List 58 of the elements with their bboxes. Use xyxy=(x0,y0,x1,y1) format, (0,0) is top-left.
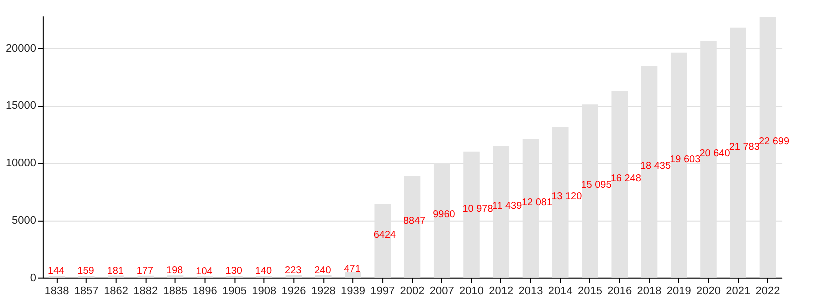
data-label: 9960 xyxy=(433,210,456,221)
bar xyxy=(345,272,362,278)
x-tick-label: 1885 xyxy=(163,285,188,298)
x-tick-label: 1926 xyxy=(282,285,306,298)
data-label: 21 783 xyxy=(729,142,760,153)
x-tick-label: 2002 xyxy=(400,285,425,298)
data-label: 13 120 xyxy=(552,192,583,203)
data-label: 11 439 xyxy=(492,201,523,212)
data-label: 223 xyxy=(285,266,302,277)
y-tick-label: 15000 xyxy=(6,100,36,112)
x-tick-label: 1838 xyxy=(44,285,70,298)
x-tick-label: 2021 xyxy=(726,285,751,298)
x-tick-label: 1939 xyxy=(341,285,366,298)
x-tick-label: 2013 xyxy=(518,285,544,298)
x-tick-label: 2016 xyxy=(608,285,632,298)
x-tick-label: 1997 xyxy=(370,285,396,298)
x-tick-label: 1928 xyxy=(311,285,336,298)
data-label: 471 xyxy=(344,264,362,276)
x-tick-label: 1882 xyxy=(134,285,158,298)
x-tick-label: 1862 xyxy=(104,285,128,298)
data-label: 240 xyxy=(314,265,332,276)
data-label: 12 081 xyxy=(522,198,553,209)
x-tick-label: 2018 xyxy=(637,285,662,298)
data-label: 144 xyxy=(48,266,66,278)
data-label: 140 xyxy=(255,266,272,278)
data-label: 177 xyxy=(136,266,154,277)
data-label: 130 xyxy=(226,266,243,278)
data-label: 6424 xyxy=(374,230,397,241)
data-label: 8847 xyxy=(404,216,426,228)
x-tick-label: 2007 xyxy=(430,285,454,298)
data-label: 159 xyxy=(78,266,95,277)
y-tick-label: 20000 xyxy=(6,42,36,55)
data-label: 16 248 xyxy=(610,174,642,185)
x-tick-label: 2020 xyxy=(696,285,721,298)
x-tick-label: 1905 xyxy=(222,285,247,298)
x-tick-label: 1896 xyxy=(192,285,218,298)
x-tick-label: 2015 xyxy=(578,285,602,298)
bar xyxy=(286,275,302,278)
data-label: 18 435 xyxy=(640,161,672,172)
data-label: 104 xyxy=(196,266,214,278)
x-tick-label: 2010 xyxy=(460,285,484,298)
data-label: 10 978 xyxy=(462,204,494,215)
x-tick-label: 2012 xyxy=(489,285,514,298)
data-label: 15 095 xyxy=(581,180,612,192)
data-label: 198 xyxy=(166,266,184,277)
x-tick-label: 1908 xyxy=(252,285,277,298)
data-label: 19 603 xyxy=(670,154,702,166)
bar xyxy=(315,275,332,278)
data-label: 181 xyxy=(107,266,124,277)
y-tick-label: 10000 xyxy=(6,158,36,170)
data-label: 20 640 xyxy=(700,148,731,160)
x-tick-label: 2019 xyxy=(666,285,692,298)
y-tick-label: 0 xyxy=(30,272,36,284)
y-tick-label: 5000 xyxy=(12,214,36,227)
data-label: 22 699 xyxy=(758,136,790,148)
x-tick-label: 2014 xyxy=(548,285,573,298)
x-tick-label: 2022 xyxy=(756,285,780,298)
x-tick-label: 1857 xyxy=(74,285,99,298)
